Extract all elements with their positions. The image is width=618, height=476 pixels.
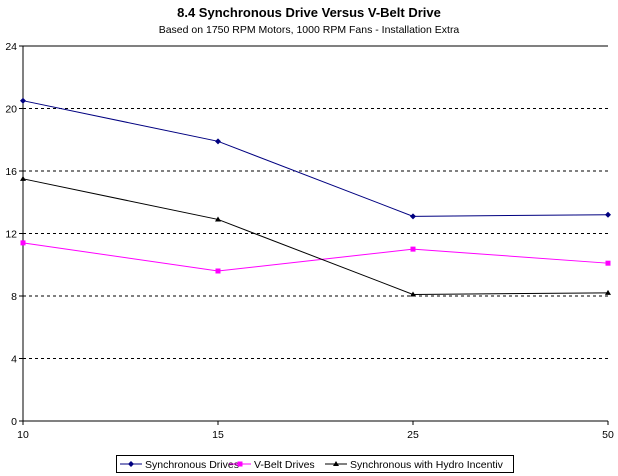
x-tick-label-15: 15 (212, 429, 224, 441)
chart-title: 8.4 Synchronous Drive Versus V-Belt Driv… (177, 5, 441, 20)
series-2-point-25 (410, 246, 416, 252)
y-tick-label-0: 0 (11, 416, 17, 428)
series-line-2 (22, 242, 609, 272)
x-tick-label-50: 50 (602, 429, 614, 441)
series-1-point-50 (605, 211, 611, 218)
x-tick-label-10: 10 (17, 429, 29, 441)
series-3-point-50 (605, 289, 611, 295)
legend-box (116, 455, 514, 473)
chart-subtitle: Based on 1750 RPM Motors, 1000 RPM Fans … (158, 24, 460, 36)
y-tick-label-12: 12 (5, 229, 17, 241)
y-tick-label-4: 4 (11, 354, 17, 366)
series-3-point-10 (20, 175, 26, 181)
legend-label-3: Synchronous with Hydro Incentiv (350, 459, 504, 471)
y-tick-label-20: 20 (5, 104, 17, 116)
legend-marker-2 (237, 461, 243, 467)
y-tick-label-16: 16 (5, 166, 17, 178)
x-tick-label-25: 25 (407, 429, 419, 441)
legend-marker-1 (128, 461, 134, 467)
series-1-point-10 (20, 97, 26, 104)
series-line-1 (22, 100, 609, 217)
series-2-point-15 (215, 268, 221, 274)
series-1-point-15 (215, 138, 221, 145)
series-3-point-15 (215, 216, 221, 222)
series-3-point-25 (410, 291, 416, 297)
series-2-point-50 (605, 260, 611, 266)
legend-marker-3 (333, 461, 339, 466)
series-2-point-10 (20, 240, 26, 246)
series-line-3 (22, 178, 609, 295)
y-tick-label-24: 24 (5, 41, 17, 53)
legend-label-1: Synchronous Drives (145, 459, 239, 471)
y-tick-label-8: 8 (11, 291, 17, 303)
series-1-point-25 (410, 213, 416, 220)
legend-label-2: V-Belt Drives (254, 459, 315, 471)
